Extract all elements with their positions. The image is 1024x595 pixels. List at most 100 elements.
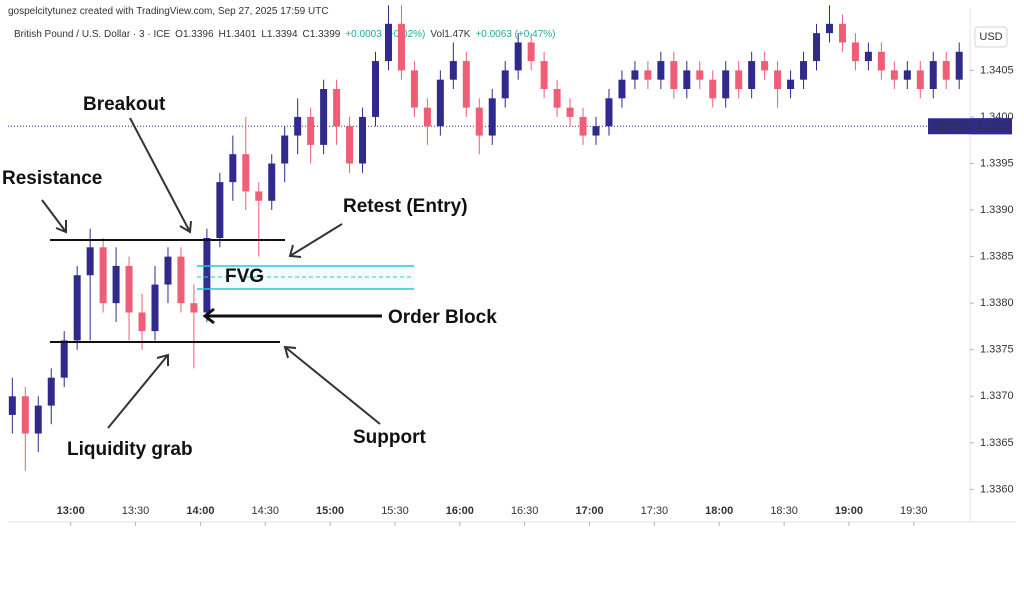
candle-body — [436, 79, 444, 127]
retest-label: Retest (Entry) — [343, 196, 468, 217]
candle-body — [800, 61, 808, 80]
x-tick-label: 16:30 — [511, 505, 539, 517]
x-tick-label: 15:00 — [316, 505, 344, 517]
candle-body — [929, 61, 937, 90]
candle-body — [644, 70, 652, 80]
y-tick-label: 1.3380 — [980, 297, 1014, 309]
candle-body — [60, 340, 68, 378]
candle-body — [333, 89, 341, 127]
candle-body — [903, 70, 911, 80]
candle-body — [761, 61, 769, 71]
candle-body — [281, 135, 289, 164]
order-block-arrow — [202, 307, 382, 325]
x-tick-label: 17:00 — [575, 505, 603, 517]
candle-body — [99, 247, 107, 304]
candle-body — [462, 61, 470, 108]
x-tick-label: 19:30 — [900, 505, 928, 517]
candle-body — [397, 23, 405, 71]
support-label: Support — [353, 427, 426, 448]
plot — [8, 5, 970, 471]
candle-body — [631, 70, 639, 80]
candle-body — [696, 70, 704, 80]
candle-body — [864, 51, 872, 62]
x-tick-label: 13:30 — [122, 505, 150, 517]
candle-body — [877, 51, 885, 71]
candle-body — [501, 70, 509, 99]
candle-body — [112, 265, 120, 304]
candle-body — [579, 116, 587, 136]
liquidity-arrow — [107, 353, 169, 429]
candle-body — [553, 89, 561, 108]
x-tick-label: 13:00 — [57, 505, 85, 517]
y-tick-label: 1.3370 — [980, 390, 1014, 402]
candle-body — [268, 163, 276, 201]
candle-body — [592, 126, 600, 136]
retest-arrow — [288, 223, 343, 258]
candle-body — [86, 247, 94, 276]
legend-item: Vol1.47K — [430, 29, 470, 40]
candle-body — [151, 284, 159, 332]
candle-body — [21, 396, 29, 434]
breakout-arrow — [129, 117, 192, 234]
legend-item: British Pound / U.S. Dollar · 3 · ICE — [14, 29, 170, 40]
candle-body — [73, 275, 81, 341]
candle-body — [955, 51, 963, 80]
y-tick-label: 1.3395 — [980, 157, 1014, 169]
candle-body — [307, 116, 315, 145]
y-tick-label: 1.3360 — [980, 483, 1014, 495]
candle-body — [774, 70, 782, 90]
candle-body — [916, 70, 924, 90]
legend: British Pound / U.S. Dollar · 3 · ICE O1.… — [14, 29, 556, 40]
candle-body — [8, 396, 16, 415]
candle-body — [514, 42, 522, 71]
price-symbol: GBPUSD — [932, 120, 979, 132]
candle-body — [138, 312, 146, 332]
y-tick-label: 1.3365 — [980, 437, 1014, 449]
candle-body — [125, 265, 133, 313]
candle-body — [540, 61, 548, 90]
candle-body — [346, 126, 354, 164]
candle-body — [942, 61, 950, 80]
candle-body — [47, 377, 55, 406]
candle-body — [722, 70, 730, 99]
candle-body — [359, 116, 367, 164]
candle-body — [423, 107, 431, 127]
currency: USD — [979, 31, 1002, 43]
candle-body — [813, 33, 821, 62]
candle-body — [164, 256, 172, 285]
axes: USD 1.3360 1.3365 1.3370 1.3375 1.3380 1.3385… — [8, 8, 1016, 526]
candle-body — [410, 70, 418, 108]
currency-box[interactable] — [974, 26, 1008, 48]
candle-body — [229, 154, 237, 183]
candle-body — [216, 182, 224, 238]
candle-body — [683, 70, 691, 90]
credit: gospelcitytunez created with TradingView… — [8, 6, 329, 17]
candle-body — [787, 79, 795, 90]
resistance-arrow — [41, 199, 67, 234]
breakout-label: Breakout — [83, 94, 166, 115]
fvg-label: FVG — [225, 266, 264, 287]
annotations: Resistance Breakout Retest (Entry) FVG O… — [2, 94, 497, 460]
candle-body — [320, 89, 328, 145]
x-tick-label: 18:00 — [705, 505, 733, 517]
support-arrow — [283, 345, 381, 425]
y-tick-label: 1.3405 — [980, 64, 1014, 76]
x-tick-label: 18:30 — [770, 505, 798, 517]
candle-body — [203, 237, 211, 313]
liquidity-grab-label: Liquidity grab — [67, 439, 193, 460]
candle-body — [475, 107, 483, 136]
x-tick-label: 17:30 — [641, 505, 669, 517]
candle-body — [177, 256, 185, 304]
candle-body — [488, 98, 496, 136]
x-tick-label: 16:00 — [446, 505, 474, 517]
legend-item: H1.3401 — [219, 29, 257, 40]
candle-body — [527, 42, 535, 62]
candle-body — [255, 191, 263, 201]
candle-body — [851, 42, 859, 62]
price-value: 1.3399 — [977, 120, 1011, 132]
price-value-bg — [971, 118, 1012, 135]
y-tick-label: 1.3385 — [980, 251, 1014, 263]
legend-item: L1.3394 — [261, 29, 298, 40]
candle-body — [890, 70, 898, 80]
